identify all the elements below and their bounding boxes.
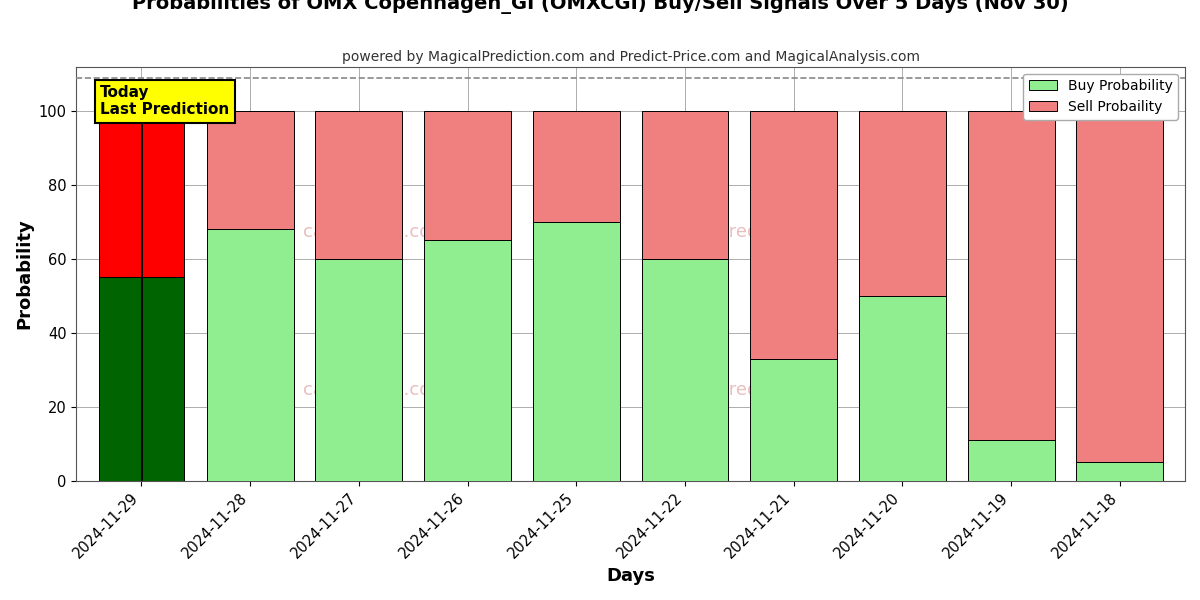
Bar bbox=[424, 241, 511, 481]
Title: powered by MagicalPrediction.com and Predict-Price.com and MagicalAnalysis.com: powered by MagicalPrediction.com and Pre… bbox=[342, 50, 919, 64]
Text: MagicalPrediction.co: MagicalPrediction.co bbox=[649, 223, 834, 241]
Bar bbox=[1076, 462, 1163, 481]
Text: MagicalPrediction.co: MagicalPrediction.co bbox=[649, 380, 834, 398]
Bar bbox=[1076, 111, 1163, 462]
Bar bbox=[750, 359, 838, 481]
Bar bbox=[642, 259, 728, 481]
Bar bbox=[206, 229, 294, 481]
Text: Today
Last Prediction: Today Last Prediction bbox=[100, 85, 229, 118]
Bar bbox=[533, 111, 619, 222]
Bar bbox=[424, 111, 511, 241]
Bar bbox=[98, 277, 140, 481]
Bar bbox=[142, 111, 185, 277]
Bar bbox=[206, 111, 294, 229]
Text: Probabilities of OMX Copenhagen_GI (OMXCGI) Buy/Sell Signals Over 5 Days (Nov 30: Probabilities of OMX Copenhagen_GI (OMXC… bbox=[132, 0, 1068, 14]
Bar bbox=[316, 111, 402, 259]
Bar bbox=[142, 277, 185, 481]
Bar bbox=[967, 111, 1055, 440]
Bar bbox=[750, 111, 838, 359]
Y-axis label: Probability: Probability bbox=[14, 218, 32, 329]
Text: calAnalysis.com: calAnalysis.com bbox=[304, 380, 448, 398]
Bar bbox=[316, 259, 402, 481]
Bar bbox=[859, 296, 946, 481]
Text: calAnalysis.com: calAnalysis.com bbox=[304, 223, 448, 241]
Bar bbox=[859, 111, 946, 296]
Bar bbox=[642, 111, 728, 259]
Bar bbox=[98, 111, 140, 277]
Bar bbox=[533, 222, 619, 481]
Legend: Buy Probability, Sell Probaility: Buy Probability, Sell Probaility bbox=[1024, 73, 1178, 119]
X-axis label: Days: Days bbox=[606, 567, 655, 585]
Bar bbox=[967, 440, 1055, 481]
